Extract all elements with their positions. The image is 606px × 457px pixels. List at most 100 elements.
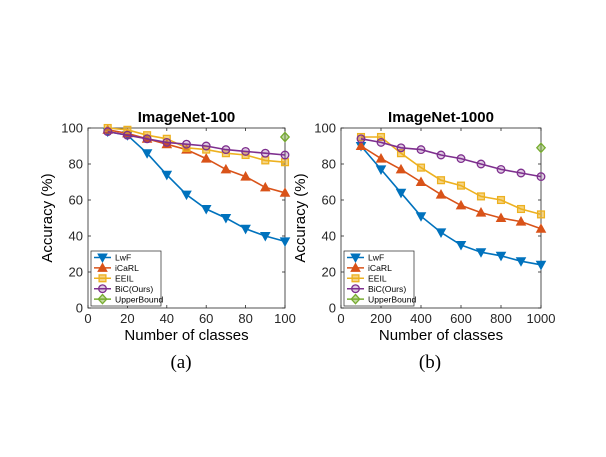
series-line-lwf bbox=[107, 130, 286, 243]
y-tick-label: 80 bbox=[69, 157, 83, 172]
series-line-lwf bbox=[360, 145, 542, 266]
data-point-lwf bbox=[515, 257, 527, 267]
data-point-lwf bbox=[259, 231, 271, 242]
data-point-icarl bbox=[395, 163, 407, 174]
chart-title: ImageNet-100 bbox=[138, 109, 236, 126]
chart-panel-1: ImageNet-100 0 20 40 60 80 100 0 20 40 60 80 100 Numb… bbox=[39, 109, 296, 344]
data-point-upperbound bbox=[279, 131, 291, 143]
data-point-lwf bbox=[495, 251, 507, 262]
data-point-lwf bbox=[141, 149, 153, 159]
data-point-bic-ours bbox=[416, 145, 426, 155]
x-tick-label: 60 bbox=[199, 311, 213, 326]
x-axis-label: Number of classes bbox=[124, 327, 248, 344]
x-tick-label: 80 bbox=[238, 311, 252, 326]
series-line-icarl bbox=[360, 145, 542, 230]
data-point-eeil bbox=[536, 210, 546, 219]
series-line-bic-ours bbox=[360, 138, 542, 178]
legend-label-eeil: EEIL bbox=[115, 274, 134, 284]
y-tick-label: 20 bbox=[69, 265, 83, 280]
legend-label-bic-ours: BiC(Ours) bbox=[368, 284, 406, 294]
data-point-lwf bbox=[475, 248, 487, 258]
data-point-icarl bbox=[535, 223, 547, 233]
x-tick-label: 200 bbox=[370, 311, 392, 326]
data-point-bic-ours bbox=[201, 141, 211, 151]
y-tick-label: 100 bbox=[314, 121, 336, 136]
data-point-bic-ours bbox=[103, 127, 113, 137]
data-point-icarl bbox=[279, 187, 291, 197]
y-tick-label: 60 bbox=[322, 193, 336, 208]
x-tick-label: 0 bbox=[84, 311, 91, 326]
data-point-lwf bbox=[220, 213, 232, 224]
data-point-bic-ours bbox=[182, 139, 191, 149]
data-point-eeil bbox=[280, 158, 290, 167]
data-point-lwf bbox=[375, 165, 387, 175]
data-point-eeil bbox=[123, 125, 132, 134]
y-tick-label: 0 bbox=[329, 301, 336, 316]
y-tick-label: 20 bbox=[322, 265, 336, 280]
series-icarl bbox=[355, 140, 547, 233]
x-tick-label: 1000 bbox=[527, 311, 556, 326]
data-point-bic-ours bbox=[356, 134, 366, 144]
x-tick-label: 20 bbox=[120, 311, 134, 326]
data-point-icarl bbox=[455, 199, 467, 210]
data-point-bic-ours bbox=[376, 137, 386, 147]
data-point-icarl bbox=[375, 153, 387, 163]
data-point-icarl bbox=[495, 212, 507, 223]
x-tick-label: 600 bbox=[450, 311, 472, 326]
legend-marker-icarl bbox=[350, 262, 361, 272]
legend-label-eeil: EEIL bbox=[368, 274, 387, 284]
data-point-eeil bbox=[516, 204, 526, 214]
legend-label-lwf: LwF bbox=[368, 253, 384, 263]
legend-marker-lwf bbox=[97, 253, 108, 264]
legend-marker-lwf bbox=[350, 253, 361, 264]
data-point-bic-ours bbox=[496, 164, 506, 174]
legend-marker-upperbound bbox=[350, 293, 361, 305]
y-tick-label: 40 bbox=[322, 229, 336, 244]
data-point-lwf bbox=[200, 204, 212, 215]
chart-title: ImageNet-1000 bbox=[388, 109, 494, 126]
legend-marker-eeil bbox=[351, 274, 360, 283]
legend-marker-bic-ours bbox=[351, 284, 360, 294]
y-tick-label: 80 bbox=[322, 157, 336, 172]
data-point-eeil bbox=[436, 176, 446, 185]
legend-label-icarl: iCaRL bbox=[115, 263, 139, 273]
data-point-bic-ours bbox=[536, 172, 546, 182]
legend-label-icarl: iCaRL bbox=[368, 263, 392, 273]
y-tick-label: 40 bbox=[69, 229, 83, 244]
data-point-eeil bbox=[396, 149, 406, 158]
legend-marker-eeil bbox=[98, 274, 107, 283]
legend-marker-icarl bbox=[97, 262, 108, 272]
data-point-icarl bbox=[355, 140, 367, 151]
legend-label-upperbound: UpperBound bbox=[368, 294, 416, 304]
data-point-icarl bbox=[240, 171, 251, 181]
legend-label-bic-ours: BiC(Ours) bbox=[115, 284, 153, 294]
data-point-icarl bbox=[475, 207, 487, 217]
x-tick-label: 100 bbox=[274, 311, 296, 326]
x-tick-label: 800 bbox=[490, 311, 512, 326]
data-point-icarl bbox=[515, 216, 527, 226]
data-point-bic-ours bbox=[221, 145, 231, 155]
data-point-icarl bbox=[435, 189, 447, 199]
y-tick-label: 60 bbox=[69, 193, 83, 208]
x-tick-label: 400 bbox=[410, 311, 432, 326]
data-point-eeil bbox=[456, 181, 466, 190]
x-axis-label: Number of classes bbox=[379, 327, 503, 344]
data-point-lwf bbox=[435, 228, 447, 238]
data-point-eeil bbox=[496, 195, 506, 205]
series-bic-ours bbox=[356, 134, 546, 182]
legend-label-lwf: LwF bbox=[115, 253, 131, 263]
data-point-icarl bbox=[200, 153, 212, 163]
data-point-bic-ours bbox=[162, 137, 172, 147]
y-axis-label: Accuracy (%) bbox=[292, 173, 309, 262]
data-point-bic-ours bbox=[396, 143, 406, 153]
caption-a: (a) bbox=[170, 352, 192, 373]
series-lwf bbox=[355, 141, 547, 271]
x-tick-label: 40 bbox=[160, 311, 174, 326]
data-point-icarl bbox=[220, 163, 232, 174]
data-point-bic-ours bbox=[260, 148, 270, 158]
data-point-bic-ours bbox=[476, 159, 486, 169]
data-point-lwf bbox=[455, 240, 467, 251]
